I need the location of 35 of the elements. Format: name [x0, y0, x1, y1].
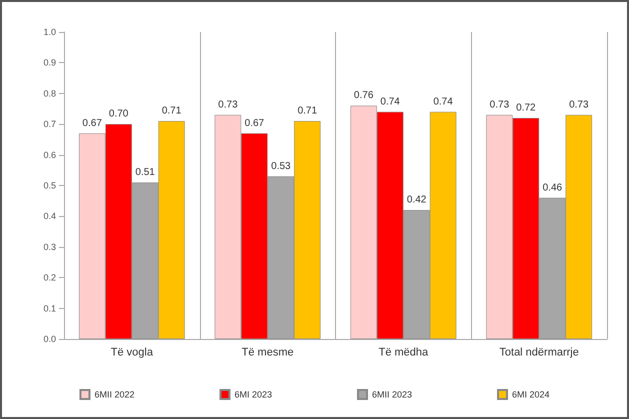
- x-tick-label: Të vogla: [110, 346, 154, 358]
- data-label: 0.72: [516, 102, 536, 114]
- x-tick-label: Total ndërmarrje: [499, 346, 579, 358]
- legend-label: 6MII 2022: [94, 390, 134, 400]
- data-label: 0.74: [380, 96, 400, 108]
- y-tick-label: 0.7: [43, 119, 56, 130]
- y-tick-label: 1.0: [43, 27, 56, 37]
- data-label: 0.71: [298, 106, 318, 117]
- x-tick-label: Të mëdha: [378, 346, 430, 358]
- data-label: 0.71: [162, 106, 182, 117]
- y-tick-label: 0.6: [43, 150, 56, 160]
- data-label: 0.53: [271, 160, 292, 172]
- data-label: 0.42: [406, 194, 427, 206]
- y-tick-label: 0.2: [43, 272, 56, 283]
- y-tick-label: 0.5: [43, 180, 56, 190]
- y-tick-label: 0.3: [43, 242, 56, 252]
- y-tick-label: 0.8: [43, 88, 56, 98]
- data-label: 0.73: [569, 99, 589, 110]
- data-label: 0.67: [244, 118, 265, 129]
- legend-label: 6MI 2023: [234, 390, 272, 400]
- data-label: 0.76: [354, 90, 374, 102]
- x-tick-label: Të mesme: [242, 346, 294, 358]
- data-label: 0.70: [108, 108, 129, 120]
- y-tick-label: 0.1: [43, 303, 56, 314]
- y-tick-label: 0.0: [43, 334, 56, 344]
- data-label: 0.51: [135, 166, 156, 178]
- data-label: 0.67: [82, 118, 102, 129]
- legend-label: 6MI 2024: [512, 390, 550, 400]
- data-label: 0.46: [542, 182, 563, 194]
- legend-label: 6MII 2023: [372, 390, 412, 400]
- y-tick-label: 0.9: [43, 58, 56, 68]
- data-label: 0.73: [490, 99, 510, 110]
- y-tick-label: 0.4: [43, 211, 56, 222]
- data-label: 0.74: [433, 96, 454, 108]
- data-label: 0.73: [218, 99, 238, 110]
